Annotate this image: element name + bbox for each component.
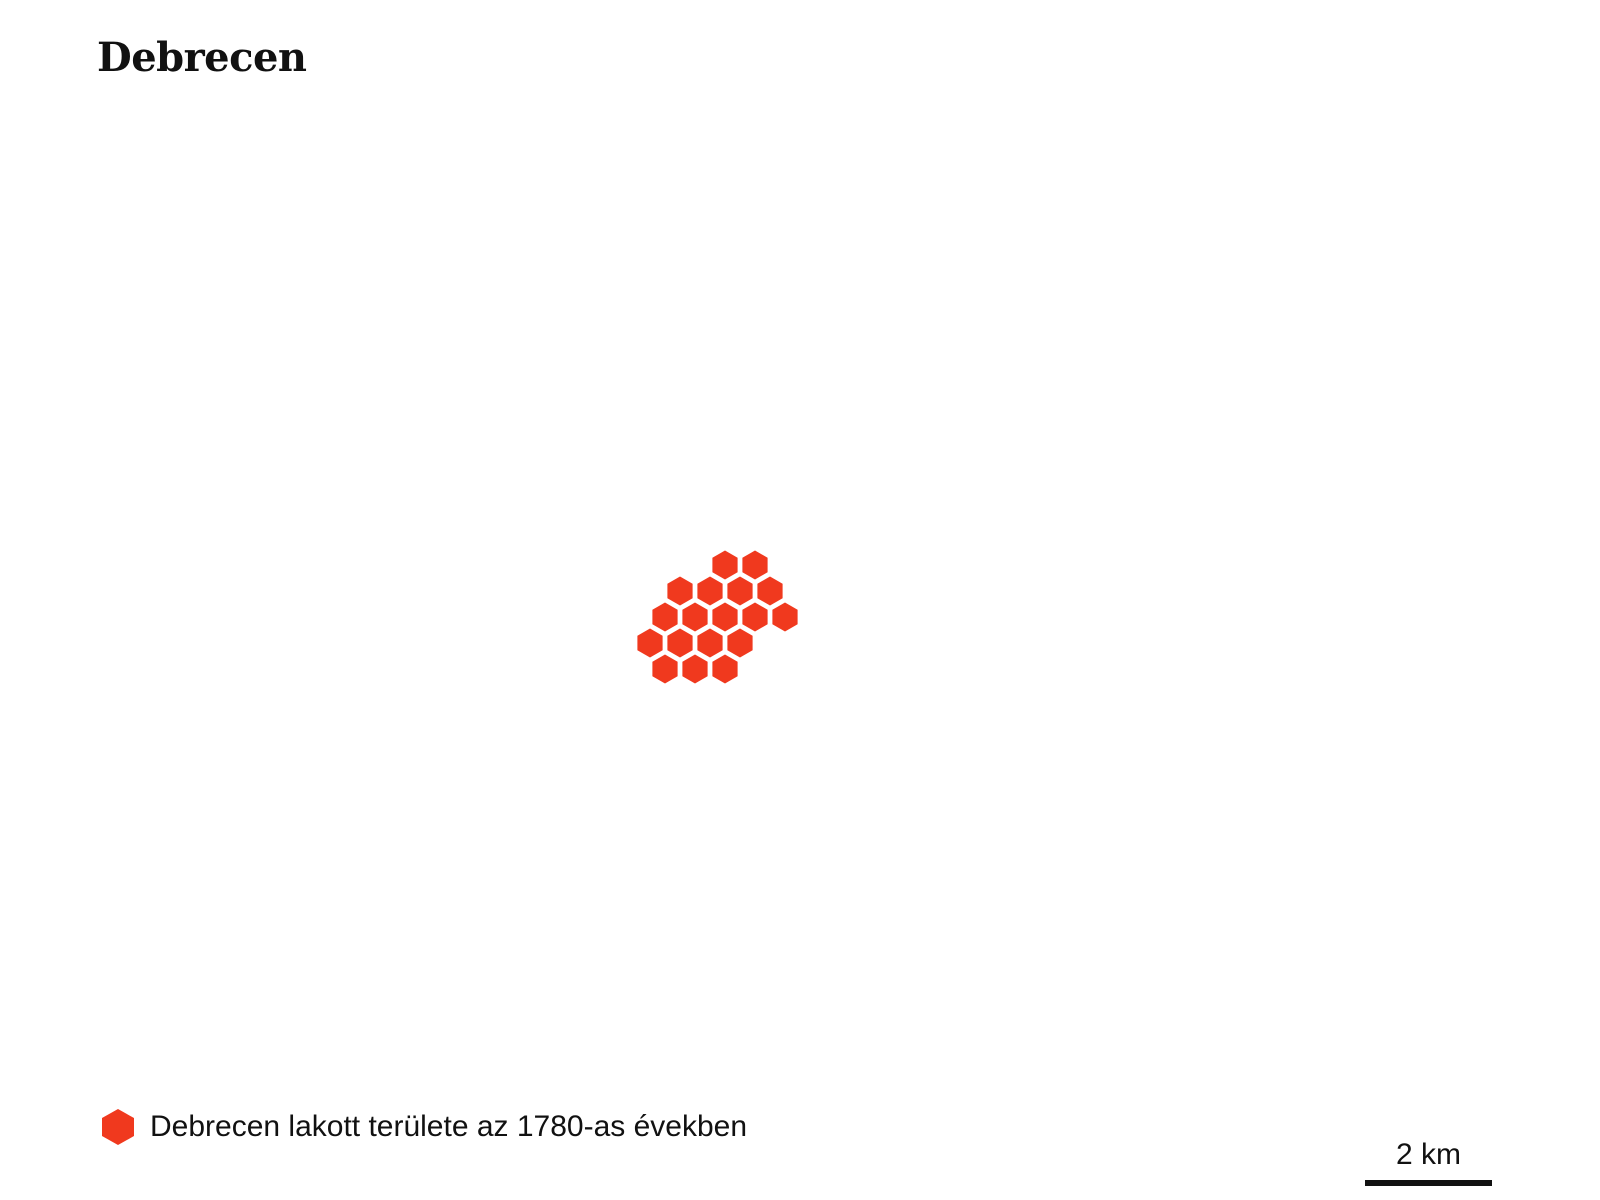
settlement-hexagon: [727, 628, 753, 658]
settlement-hexagon: [757, 576, 783, 606]
settlement-hexagon: [727, 576, 753, 606]
settlement-hexagon: [682, 654, 708, 684]
settlement-hexagon: [712, 654, 738, 684]
settlement-hexagon: [682, 602, 708, 632]
settlement-hexagon: [667, 576, 693, 606]
scale-bar: 2 km: [1365, 1138, 1492, 1186]
settlement-hexagon: [742, 550, 768, 580]
map-title: Debrecen: [97, 34, 307, 81]
settlement-hexagon: [667, 628, 693, 658]
settlement-hexagon: [652, 654, 678, 684]
legend-label: Debrecen lakott területe az 1780-as évek…: [150, 1110, 748, 1143]
settlement-hexagon: [637, 628, 663, 658]
settlement-hexagon: [742, 602, 768, 632]
settlement-hexagon: [712, 550, 738, 580]
settlement-hexagon: [697, 628, 723, 658]
settlement-area: [637, 550, 798, 684]
settlement-hexagon: [697, 576, 723, 606]
settlement-hexagon: [652, 602, 678, 632]
legend: Debrecen lakott területe az 1780-as évek…: [100, 1108, 747, 1146]
settlement-hexagon: [712, 602, 738, 632]
scale-label: 2 km: [1395, 1138, 1461, 1171]
settlement-hexagon: [772, 602, 798, 632]
scale-line: [1365, 1180, 1492, 1186]
hexagon-icon: [102, 1109, 134, 1145]
